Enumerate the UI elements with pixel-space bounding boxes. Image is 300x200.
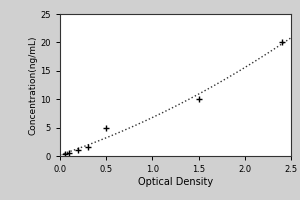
Y-axis label: Concentration(ng/mL): Concentration(ng/mL) [29,35,38,135]
X-axis label: Optical Density: Optical Density [138,177,213,187]
